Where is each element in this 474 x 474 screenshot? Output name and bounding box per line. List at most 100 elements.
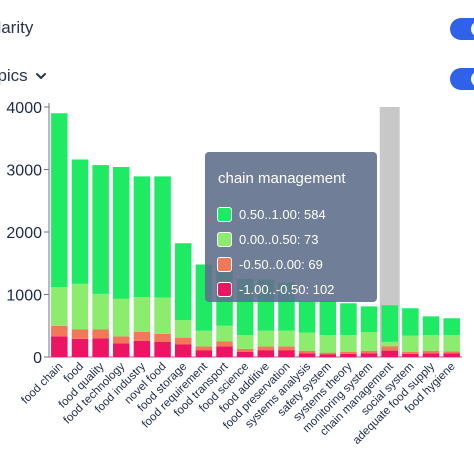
- bar-segment[interactable]: [381, 341, 398, 347]
- y-tick-label: 1000: [6, 288, 42, 305]
- bar-segment[interactable]: [402, 308, 419, 336]
- tooltip-item-label: -1.00..-0.50: 102: [239, 282, 335, 297]
- bar-segment[interactable]: [174, 320, 192, 338]
- bar-segment[interactable]: [340, 303, 357, 336]
- tooltip-item: 0.00..0.50: 73: [217, 232, 319, 247]
- bar-segment[interactable]: [340, 335, 357, 352]
- bar-segment[interactable]: [236, 348, 254, 352]
- bar-segment[interactable]: [174, 344, 192, 358]
- bar-segment[interactable]: [443, 335, 460, 352]
- bar-segment[interactable]: [195, 346, 213, 351]
- bar-segment[interactable]: [154, 342, 171, 357]
- bar-segment[interactable]: [133, 297, 151, 332]
- tooltip-item: -1.00..-0.50: 102: [217, 282, 334, 297]
- bar-segment[interactable]: [71, 283, 89, 330]
- bar-segment[interactable]: [113, 298, 130, 337]
- bar-segment[interactable]: [381, 305, 398, 342]
- bar-segment[interactable]: [51, 325, 68, 337]
- bar-segment[interactable]: [257, 330, 275, 347]
- bar-segment[interactable]: [133, 340, 151, 357]
- bar-segment[interactable]: [174, 337, 192, 345]
- bar-segment[interactable]: [92, 338, 109, 357]
- bar-segment[interactable]: [443, 318, 460, 336]
- bar-segment[interactable]: [402, 353, 419, 357]
- tooltip-title: chain management: [218, 170, 346, 187]
- bar-segment[interactable]: [319, 300, 337, 336]
- tooltip-swatch: [217, 232, 232, 247]
- bar-segment[interactable]: [92, 329, 109, 339]
- y-tick-label: 3000: [6, 163, 42, 180]
- bar-segment[interactable]: [360, 350, 378, 354]
- bar-segment[interactable]: [51, 287, 68, 326]
- bar-segment[interactable]: [298, 353, 316, 357]
- bar-segment[interactable]: [154, 333, 171, 342]
- chevron-down-icon: [35, 73, 46, 79]
- tooltip-item-label: 0.50..1.00: 584: [239, 207, 326, 222]
- bar-segment[interactable]: [154, 176, 171, 298]
- bar-segment[interactable]: [381, 350, 398, 357]
- y-tick-label: 2000: [6, 225, 42, 242]
- bar-segment[interactable]: [154, 297, 171, 334]
- bar-segment[interactable]: [443, 353, 460, 357]
- bar-segment[interactable]: [51, 113, 68, 287]
- bar-segment[interactable]: [360, 306, 378, 332]
- bar-segment[interactable]: [443, 351, 460, 354]
- bar-segment[interactable]: [402, 352, 419, 354]
- bar-segment[interactable]: [113, 343, 130, 357]
- bar-segment[interactable]: [340, 352, 357, 354]
- bar-segment[interactable]: [216, 341, 233, 347]
- tooltip-item: 0.50..1.00: 584: [217, 207, 326, 222]
- tooltip-item-label: 0.00..0.50: 73: [239, 232, 319, 247]
- bar-segment[interactable]: [278, 330, 295, 347]
- bar-segment[interactable]: [236, 335, 254, 349]
- hover-highlight-band: [379, 107, 400, 357]
- tooltip-swatch: [217, 282, 232, 297]
- bar-segment[interactable]: [216, 325, 233, 342]
- bar-segment[interactable]: [422, 316, 440, 336]
- bar-segment[interactable]: [113, 167, 130, 299]
- bar-segment[interactable]: [133, 332, 151, 341]
- bar-segment[interactable]: [298, 332, 316, 351]
- bar-segment[interactable]: [319, 354, 337, 358]
- bar-segment[interactable]: [236, 352, 254, 357]
- bar-segment[interactable]: [174, 243, 192, 321]
- topics-toggle-knob: [471, 71, 474, 87]
- bar-segment[interactable]: [422, 353, 440, 357]
- polarity-toggle[interactable]: [450, 18, 474, 40]
- topics-label: opics: [0, 66, 28, 85]
- bar-segment[interactable]: [195, 330, 213, 347]
- bar-segment[interactable]: [133, 176, 151, 297]
- bar-segment[interactable]: [71, 329, 89, 339]
- bar-segment[interactable]: [92, 293, 109, 330]
- bar-segment[interactable]: [257, 350, 275, 357]
- bar-segment[interactable]: [71, 159, 89, 284]
- bar-segment[interactable]: [195, 350, 213, 357]
- topics-dropdown[interactable]: opics: [0, 66, 48, 86]
- bar-segment[interactable]: [360, 353, 378, 357]
- bar-segment[interactable]: [51, 336, 68, 357]
- chart-tooltip: chain management 0.50..1.00: 584 0.00..0…: [205, 152, 377, 302]
- bar-segment[interactable]: [216, 346, 233, 357]
- bar-segment[interactable]: [422, 350, 440, 354]
- bar-segment[interactable]: [71, 338, 89, 357]
- bar-segment[interactable]: [278, 346, 295, 351]
- polarity-label: olarity: [0, 18, 34, 37]
- bar-segment[interactable]: [298, 301, 316, 333]
- bar-segment[interactable]: [340, 353, 357, 357]
- topics-toggle[interactable]: [450, 68, 474, 90]
- bar-segment[interactable]: [422, 335, 440, 351]
- bar-segment[interactable]: [319, 335, 337, 353]
- bar-segment[interactable]: [360, 332, 378, 351]
- bar-segment[interactable]: [257, 346, 275, 351]
- bar-segment[interactable]: [402, 335, 419, 352]
- bar-segment[interactable]: [92, 165, 109, 294]
- bar-segment[interactable]: [113, 336, 130, 344]
- bar-segment[interactable]: [298, 350, 316, 354]
- bar-segment[interactable]: [381, 346, 398, 351]
- tooltip-item: -0.50..0.00: 69: [217, 257, 323, 272]
- bar-segment[interactable]: [319, 352, 337, 355]
- tooltip-swatch: [217, 257, 232, 272]
- y-tick-label: 4000: [6, 100, 42, 117]
- bar-segment[interactable]: [278, 350, 295, 357]
